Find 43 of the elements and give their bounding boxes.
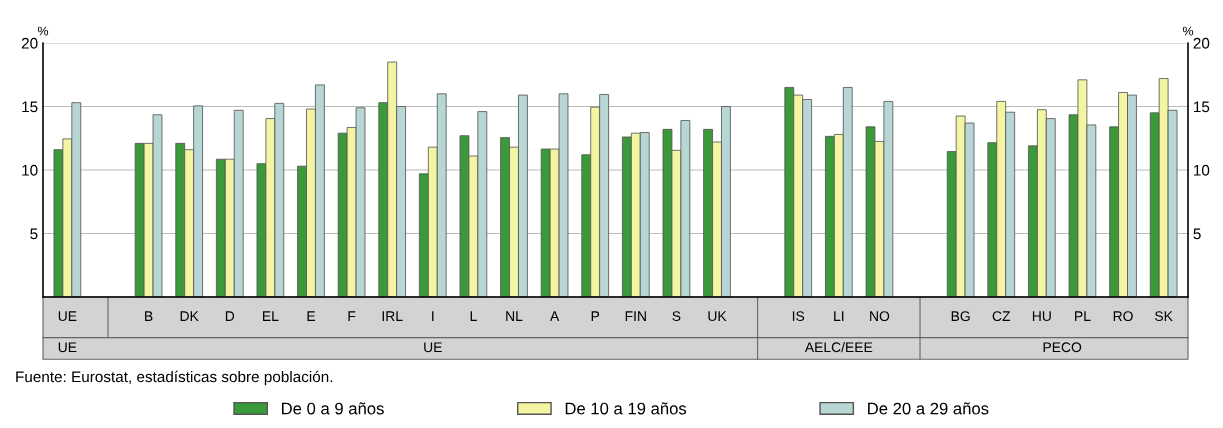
y-tick-label: 5 <box>30 228 38 240</box>
x-tick-label: S <box>672 311 681 322</box>
y2-tick-label: 15 <box>1194 101 1210 113</box>
x-tick-label: A <box>549 311 560 321</box>
x-tick-label: FIN <box>625 311 646 321</box>
x-tick-label: CZ <box>992 311 1011 322</box>
x-tick-label: PL <box>1075 311 1091 321</box>
x-tick-label: D <box>225 311 235 321</box>
y-tick-label: 20 <box>21 37 38 49</box>
x-tick-label: IRL <box>382 311 403 321</box>
x-tick-label: EL <box>263 311 279 321</box>
y2-axis-title: % <box>1182 26 1194 36</box>
x-tick-label: L <box>470 311 477 321</box>
y2-tick-label: 10 <box>1194 164 1210 176</box>
x-tick-label: BG <box>951 311 970 322</box>
y-tick-label: 15 <box>22 101 38 113</box>
x-tick-label: RO <box>1113 311 1133 322</box>
y-tick-label: 10 <box>22 164 38 176</box>
text: AELC/EEE <box>804 341 873 353</box>
x-tick-label: I <box>432 311 434 321</box>
text: PECO <box>1043 342 1082 353</box>
x-tick-label: NO <box>870 311 890 322</box>
x-tick-label: HU <box>1032 311 1051 322</box>
source-note: Fuente: Eurostat, estadísticas sobre población. <box>16 370 333 386</box>
x-tick-label: UK <box>708 311 727 322</box>
y2-tick-label: 5 <box>1193 228 1201 240</box>
x-tick-label: NL <box>506 311 523 321</box>
x-tick-label: F <box>348 311 356 321</box>
legend-label: De 10 a 19 años <box>565 402 687 415</box>
x-tick-label: P <box>591 311 600 321</box>
x-tick-label: IS <box>792 311 805 322</box>
x-tick-label: UE <box>58 311 77 322</box>
x-tick-label: LI <box>834 311 844 321</box>
legend-label: De 0 a 9 años <box>282 402 384 415</box>
x-tick-label: DK <box>180 311 199 321</box>
text: UE <box>58 342 77 353</box>
x-tick-label: B <box>145 311 153 321</box>
text: UE <box>424 342 442 353</box>
y-axis-title: % <box>37 26 49 36</box>
y2-tick-label: 20 <box>1193 37 1210 49</box>
x-tick-label: SK <box>1155 311 1173 322</box>
legend-label: De 20 a 29 años <box>868 402 989 415</box>
x-tick-label: E <box>307 311 316 321</box>
